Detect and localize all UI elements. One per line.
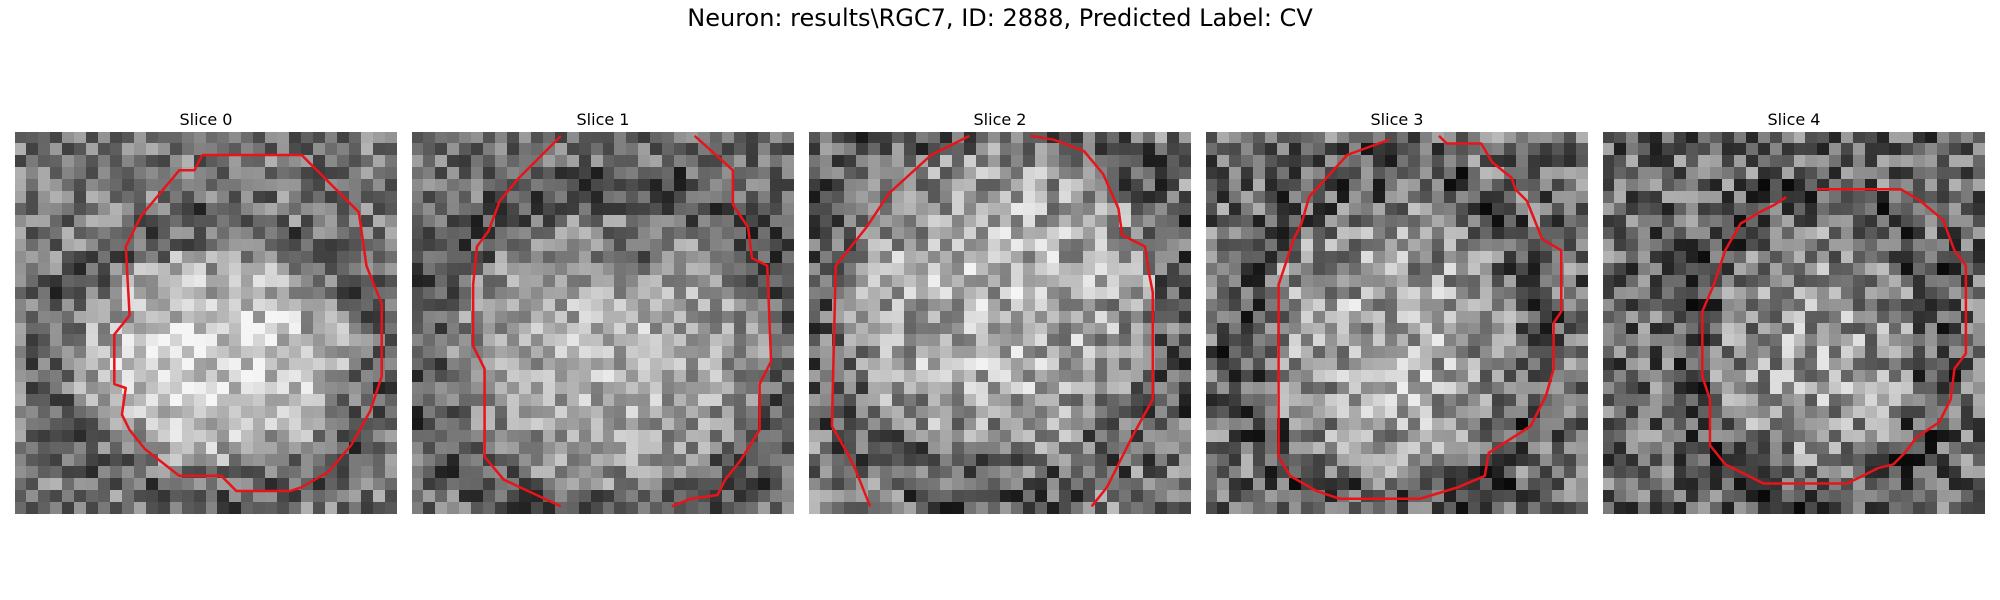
slice-panel-4: Slice 4 [1603,108,1985,514]
slice-title-3: Slice 3 [1370,110,1424,129]
slice-title-1: Slice 1 [576,110,630,129]
slice-panel-1: Slice 1 [412,108,794,514]
slice-panel-2: Slice 2 [809,108,1191,514]
slice-image-4 [1603,132,1985,514]
slice-panel-3: Slice 3 [1206,108,1588,514]
slice-image-3 [1206,132,1588,514]
slice-panel-0: Slice 0 [15,108,397,514]
slice-image-0 [15,132,397,514]
slice-image-1 [412,132,794,514]
slice-title-0: Slice 0 [179,110,233,129]
slice-title-2: Slice 2 [973,110,1027,129]
figure-title: Neuron: results\RGC7, ID: 2888, Predicte… [687,4,1313,32]
slice-title-4: Slice 4 [1767,110,1821,129]
slice-image-2 [809,132,1191,514]
